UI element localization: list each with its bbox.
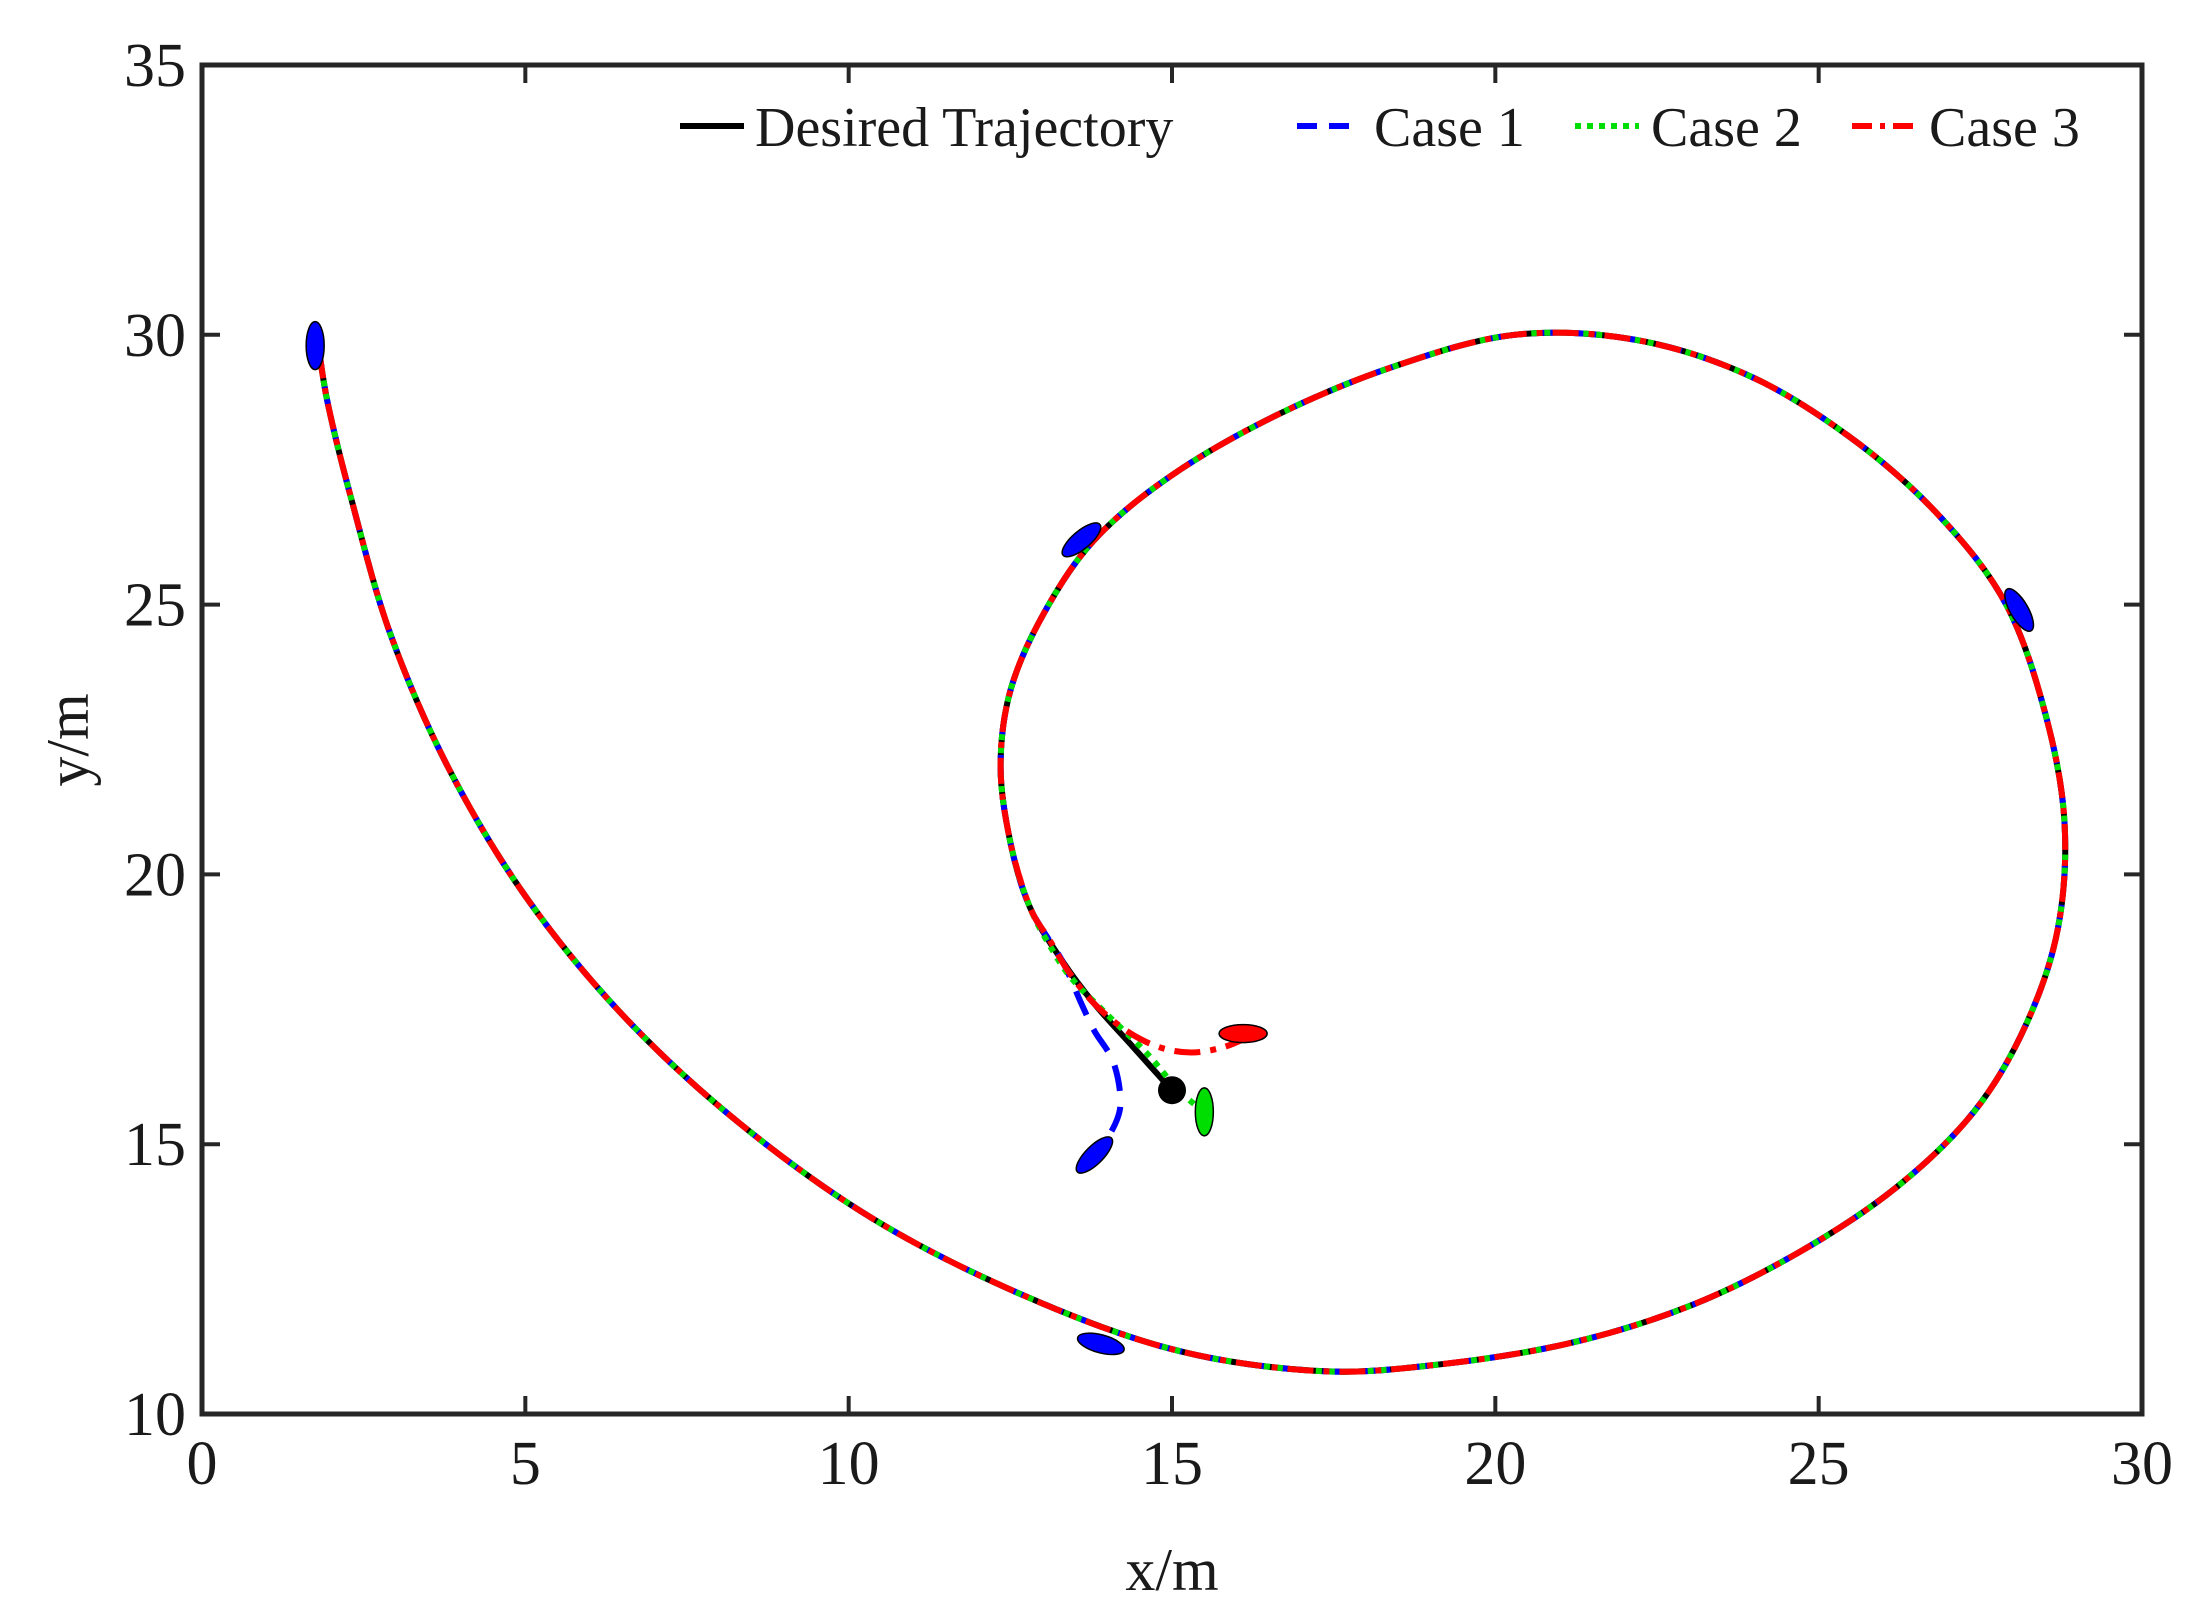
legend-label: Case 3	[1929, 97, 2080, 159]
x-tick-label: 5	[510, 1430, 541, 1498]
marker-layer	[1158, 1076, 1186, 1105]
legend-label: Case 1	[1374, 97, 1525, 159]
series-layer	[315, 329, 2069, 1375]
y-tick-label: 25	[124, 572, 186, 640]
vessel-case1-start-marker	[1075, 1136, 1114, 1174]
vessel-case2-start-marker	[1194, 1087, 1215, 1137]
x-tick-label: 15	[1141, 1430, 1203, 1498]
x-axis-label: x/m	[1125, 1537, 1218, 1603]
y-tick-label: 15	[124, 1111, 186, 1179]
x-tick-label: 10	[818, 1430, 880, 1498]
x-tick-label: 20	[1464, 1430, 1526, 1498]
vessel-spiral-3-marker	[1076, 1332, 1125, 1356]
tick-layer: 0 5 10 15 20 25 30 10 15 20 25 30 35	[124, 32, 2173, 1498]
x-tick-label: 25	[1788, 1430, 1850, 1498]
vessel-spiral-4-marker	[305, 320, 325, 371]
legend-label: Desired Trajectory	[755, 97, 1173, 159]
y-tick-label: 35	[124, 32, 186, 100]
vessel-layer	[305, 320, 2035, 1356]
vessel-spiral-1-marker	[1061, 522, 1102, 558]
y-tick-label: 20	[124, 841, 186, 909]
x-tick-label: 30	[2111, 1430, 2173, 1498]
legend: Desired Trajectory Case 1 Case 2 Case 3	[680, 97, 2080, 159]
legend-label: Case 2	[1651, 97, 1802, 159]
series-line-case-3	[315, 329, 2069, 1375]
y-tick-label: 10	[124, 1381, 186, 1449]
vessel-case3-start-marker	[1218, 1023, 1268, 1044]
vessel-spiral-2-marker	[2004, 587, 2035, 633]
start-point-marker	[1158, 1076, 1186, 1105]
y-axis-label: y/m	[35, 693, 101, 786]
y-tick-label: 30	[124, 302, 186, 370]
x-tick-label: 0	[187, 1430, 218, 1498]
